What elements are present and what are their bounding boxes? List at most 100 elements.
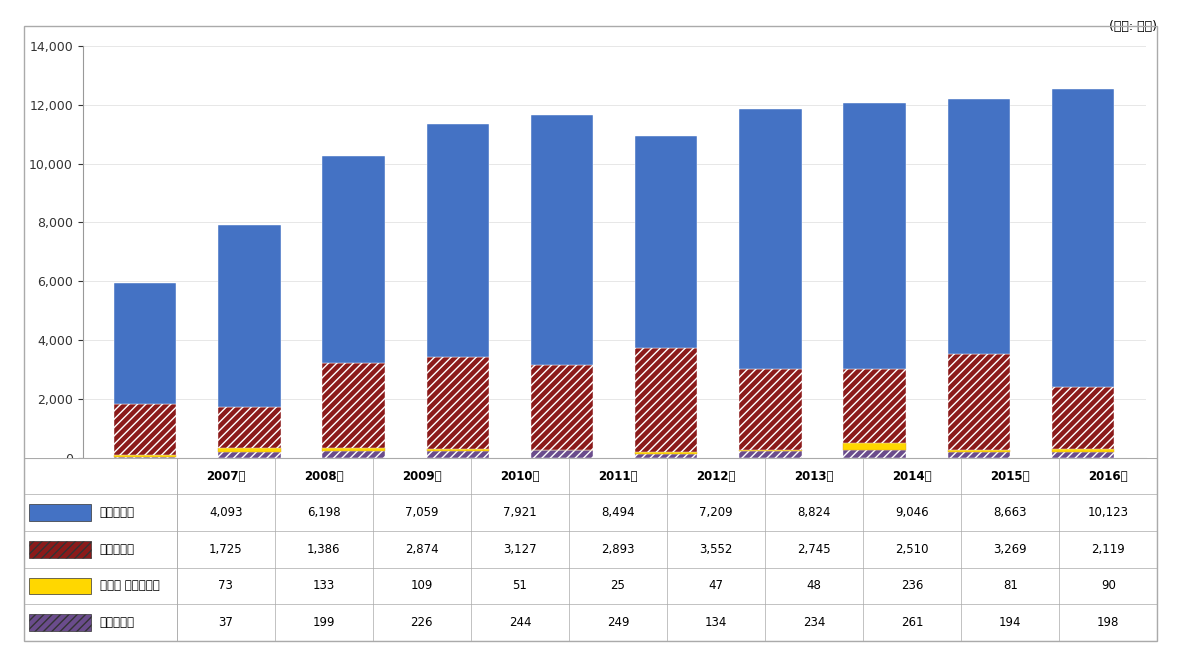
Text: 90: 90 (1101, 579, 1116, 593)
Bar (30, 577, 91, 594)
Bar (1052, 452, 1115, 458)
Text: 2,745: 2,745 (797, 543, 831, 556)
Bar (426, 451, 489, 458)
Text: 2,893: 2,893 (601, 543, 634, 556)
Bar (30, 614, 91, 631)
Text: 81: 81 (1003, 579, 1018, 593)
Text: 2010년: 2010년 (501, 470, 540, 483)
Text: 7,209: 7,209 (699, 506, 733, 519)
Bar (947, 450, 1010, 452)
Bar (635, 136, 698, 348)
Bar (530, 450, 593, 451)
Text: 2015년: 2015년 (991, 470, 1030, 483)
Text: 2,874: 2,874 (405, 543, 438, 556)
Text: 234: 234 (803, 616, 826, 629)
Text: 2016년: 2016년 (1089, 470, 1128, 483)
Bar (426, 357, 489, 449)
Bar (1052, 449, 1115, 452)
Bar (635, 348, 698, 453)
Bar (635, 454, 698, 458)
Text: 198: 198 (1097, 616, 1120, 629)
Bar (30, 504, 91, 521)
Text: 249: 249 (607, 616, 629, 629)
Text: 설비투자비: 설비투자비 (99, 543, 135, 556)
Text: 9,046: 9,046 (895, 506, 929, 519)
Text: 134: 134 (705, 616, 727, 629)
Bar (947, 99, 1010, 354)
Text: (단위: 억원): (단위: 억원) (1109, 20, 1157, 33)
Text: 3,127: 3,127 (503, 543, 536, 556)
Bar (739, 451, 802, 458)
Text: 3,269: 3,269 (993, 543, 1027, 556)
Bar (322, 156, 385, 364)
Bar (739, 109, 802, 369)
Bar (843, 370, 906, 443)
Text: 3,552: 3,552 (699, 543, 732, 556)
Text: 244: 244 (509, 616, 531, 629)
Bar (530, 451, 593, 458)
Bar (635, 453, 698, 454)
Text: 2009년: 2009년 (402, 470, 442, 483)
Bar (218, 452, 281, 458)
Bar (113, 404, 176, 455)
Bar (426, 449, 489, 451)
Text: 국내외 기술도입비: 국내외 기술도입비 (99, 579, 159, 593)
Text: 6,198: 6,198 (307, 506, 340, 519)
Text: 2013년: 2013년 (795, 470, 834, 483)
Bar (739, 449, 802, 451)
Text: 25: 25 (611, 579, 626, 593)
Text: 1,386: 1,386 (307, 543, 340, 556)
Bar (113, 455, 176, 456)
Text: 226: 226 (411, 616, 433, 629)
Bar (322, 448, 385, 451)
Text: 8,824: 8,824 (797, 506, 831, 519)
Bar (1052, 89, 1115, 387)
Bar (322, 451, 385, 458)
Text: 4,093: 4,093 (209, 506, 242, 519)
Bar (113, 456, 176, 458)
Bar (947, 354, 1010, 450)
Text: 47: 47 (709, 579, 724, 593)
Text: 1,725: 1,725 (209, 543, 242, 556)
Bar (947, 452, 1010, 458)
Text: 2008년: 2008년 (304, 470, 344, 483)
Text: 8,494: 8,494 (601, 506, 635, 519)
Text: 2007년: 2007년 (205, 470, 246, 483)
Bar (530, 114, 593, 364)
Text: 2011년: 2011년 (599, 470, 638, 483)
Text: 199: 199 (313, 616, 335, 629)
Text: 261: 261 (901, 616, 924, 629)
Bar (739, 369, 802, 449)
Bar (1052, 387, 1115, 449)
Bar (530, 364, 593, 450)
Bar (843, 103, 906, 370)
Text: 연구개발비: 연구개발비 (99, 506, 135, 519)
Text: 73: 73 (218, 579, 233, 593)
Text: 2014년: 2014년 (893, 470, 932, 483)
Text: 2,510: 2,510 (895, 543, 929, 556)
Bar (218, 448, 281, 452)
Text: 48: 48 (807, 579, 822, 593)
Text: 51: 51 (513, 579, 528, 593)
Text: 교육훈련비: 교육훈련비 (99, 616, 135, 629)
Text: 2,119: 2,119 (1091, 543, 1125, 556)
Text: 133: 133 (313, 579, 335, 593)
FancyBboxPatch shape (24, 458, 1157, 641)
Text: 194: 194 (999, 616, 1022, 629)
Text: 37: 37 (218, 616, 233, 629)
Text: 10,123: 10,123 (1088, 506, 1129, 519)
Bar (322, 364, 385, 448)
Bar (113, 283, 176, 404)
Text: 8,663: 8,663 (993, 506, 1027, 519)
Text: 2012년: 2012년 (697, 470, 736, 483)
Bar (218, 225, 281, 407)
Text: 7,059: 7,059 (405, 506, 438, 519)
Bar (843, 450, 906, 458)
Bar (218, 407, 281, 448)
Text: 236: 236 (901, 579, 924, 593)
Bar (843, 443, 906, 450)
Text: 7,921: 7,921 (503, 506, 537, 519)
Bar (426, 124, 489, 357)
Text: 109: 109 (411, 579, 433, 593)
Bar (30, 541, 91, 558)
